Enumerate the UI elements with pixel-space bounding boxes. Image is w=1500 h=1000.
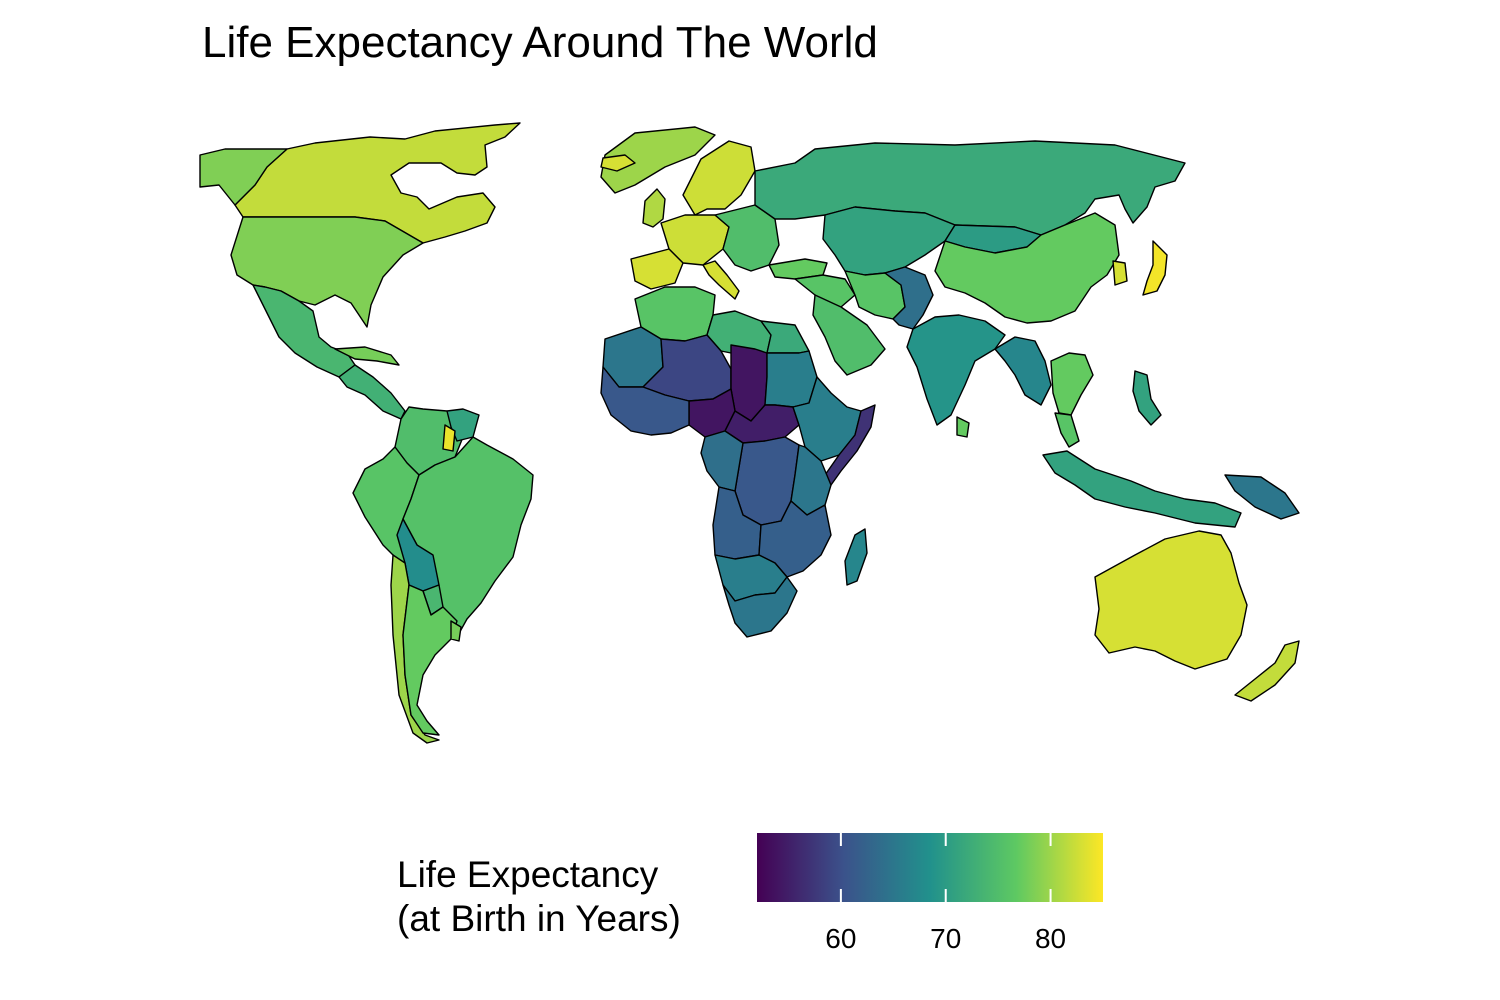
region-spain-portugal: Spain / Portugal (630, 248, 684, 290)
legend-tick-label-60: 60 (825, 923, 857, 954)
region-west-africa-coast: West Africa coast (600, 366, 690, 436)
region-china: China (934, 212, 1120, 324)
region-japan: Japan (1142, 240, 1168, 296)
region-united-states: United States (230, 216, 424, 328)
region-new-zealand: New Zealand (1234, 640, 1300, 702)
region-south-korea: South Korea (1112, 260, 1128, 286)
legend-title-line-1: Life Expectancy (397, 854, 659, 895)
region-united-kingdom: United Kingdom (642, 188, 666, 228)
region-uruguay: Uruguay (450, 620, 462, 642)
legend-title-line-2: (at Birth in Years) (397, 898, 681, 939)
region-sudan: Sudan (764, 350, 818, 408)
region-italy: Italy (702, 260, 740, 300)
region-cuba: Cuba (334, 346, 400, 366)
region-kazakhstan-central-asia: Kazakhstan / Central Asia (822, 206, 956, 276)
region-central-africa-west: Central Africa west (700, 430, 744, 492)
region-greenland: Greenland (600, 126, 716, 194)
region-sri-lanka: Sri Lanka (956, 416, 970, 438)
map-title: Life Expectancy Around The World (202, 18, 878, 67)
region-south-africa: South Africa (722, 576, 798, 638)
region-iceland: Iceland (600, 154, 636, 172)
color-scale-bar (757, 833, 1103, 902)
region-philippines: Philippines (1132, 370, 1162, 426)
region-scandinavia: Scandinavia (682, 140, 756, 216)
color-scale-gradient (757, 833, 1103, 902)
region-india: India (906, 314, 1006, 426)
region-indonesia: Indonesia (1042, 450, 1242, 528)
legend-tick-label-70: 70 (930, 923, 962, 954)
region-papua-new-guinea: Papua New Guinea (1224, 474, 1300, 520)
region-central-america: Central America (338, 364, 406, 420)
legend-title: Life Expectancy (at Birth in Years) (397, 853, 681, 941)
region-argentina: Argentina (402, 584, 458, 736)
region-myanmar-se-asia: Myanmar / SE Asia (994, 336, 1052, 406)
region-somalia: Somalia (824, 404, 876, 486)
region-madagascar: Madagascar (844, 528, 868, 586)
legend-tick-label-80: 80 (1034, 923, 1067, 954)
region-australia: Australia (1094, 530, 1248, 670)
region-thailand-vietnam: Thailand / Vietnam (1050, 352, 1094, 416)
region-french-guiana: French Guiana (442, 424, 456, 452)
region-saudi-arabia: Saudi Arabia (812, 294, 886, 376)
region-malaysia: Malaysia (1054, 412, 1080, 448)
world-map: CanadaAlaska / United StatesUnited State… (199, 122, 1300, 744)
region-alaska-united-states: Alaska / United States (199, 148, 288, 206)
region-russia: Russia (754, 140, 1186, 236)
